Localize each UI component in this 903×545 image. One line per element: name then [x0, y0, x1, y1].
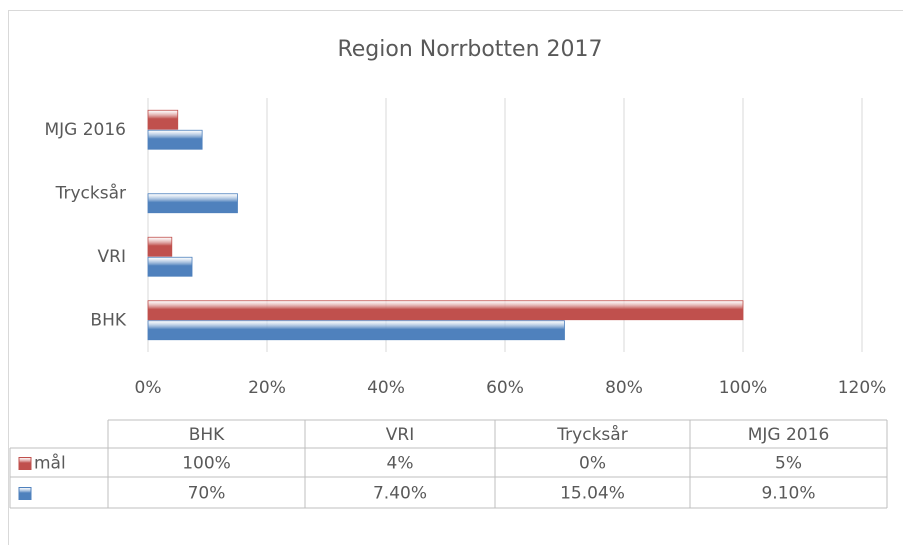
- y-tick-label: VRI: [98, 247, 126, 267]
- x-tick-label: 0%: [135, 378, 162, 398]
- table-header: Trycksår: [556, 424, 627, 445]
- chart-frame: [8, 10, 903, 545]
- chart-title: Region Norrbotten 2017: [337, 37, 602, 62]
- y-tick-label: BHK: [90, 310, 126, 330]
- table-cell: 0%: [579, 454, 606, 474]
- x-tick-label: 20%: [248, 378, 286, 398]
- x-tick-label: 100%: [719, 378, 768, 398]
- table-cell: 9.10%: [761, 484, 815, 504]
- x-tick-label: 120%: [838, 378, 887, 398]
- y-tick-label: MJG 2016: [44, 120, 126, 140]
- bar: [147, 193, 238, 214]
- y-tick-label: Trycksår: [55, 182, 126, 203]
- bar: [147, 300, 744, 321]
- x-tick-label: 60%: [486, 378, 524, 398]
- legend-key: [18, 487, 32, 500]
- legend-label: mål: [34, 453, 66, 474]
- bar: [147, 320, 565, 341]
- table-cell: 15.04%: [560, 484, 625, 504]
- table-cell: 70%: [188, 484, 226, 504]
- bar: [147, 129, 203, 150]
- table-cell: 5%: [775, 454, 802, 474]
- table-header: MJG 2016: [748, 425, 830, 445]
- x-tick-label: 40%: [367, 378, 405, 398]
- table-cell: 4%: [387, 454, 414, 474]
- table-cell: 7.40%: [373, 484, 427, 504]
- bar: [147, 236, 173, 257]
- table-cell: 100%: [182, 454, 231, 474]
- bar: [147, 109, 179, 130]
- legend-key: [18, 457, 32, 470]
- table-header: BHK: [189, 425, 225, 445]
- table-header: VRI: [386, 425, 414, 445]
- bar: [147, 256, 193, 277]
- x-tick-label: 80%: [605, 378, 643, 398]
